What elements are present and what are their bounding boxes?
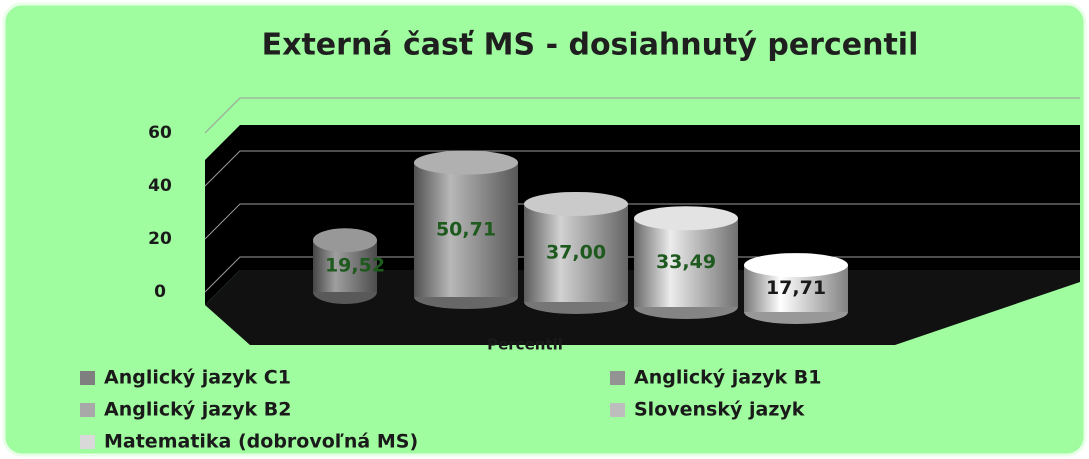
legend-label: Anglický jazyk B2 <box>104 399 292 421</box>
data-label: 37,00 <box>546 241 606 263</box>
data-label: 19,52 <box>325 255 385 277</box>
data-label: 50,71 <box>436 218 496 240</box>
bar-body <box>414 162 518 297</box>
data-label: 33,49 <box>656 251 716 273</box>
legend-label: Slovenský jazyk <box>634 399 805 421</box>
bar-body <box>634 218 738 307</box>
grid-line <box>204 203 1080 240</box>
y-tick-label: 60 <box>148 123 172 143</box>
bar-top <box>744 253 848 278</box>
data-label: 17,71 <box>766 277 826 299</box>
y-tick-label: 0 <box>154 282 166 302</box>
legend-label: Anglický jazyk C1 <box>104 367 291 389</box>
legend-swatch <box>610 371 625 385</box>
bar-body <box>524 203 628 302</box>
grid-line <box>204 97 1080 134</box>
bar <box>524 191 628 314</box>
bar-top <box>634 206 738 231</box>
bar <box>634 206 738 319</box>
legend-swatch <box>80 435 95 449</box>
bar <box>414 150 518 309</box>
y-tick-label: 40 <box>148 176 172 196</box>
legend-swatch <box>80 403 95 417</box>
legend-swatch <box>610 403 625 417</box>
chart-title: Externá časť MS - dosiahnutý percentil <box>262 28 919 63</box>
bar <box>313 228 377 304</box>
legend-swatch <box>80 371 95 385</box>
bar <box>744 253 848 324</box>
y-tick-label: 20 <box>148 229 172 249</box>
legend-label: Matematika (dobrovoľná MS) <box>104 431 418 453</box>
bar-top <box>524 191 628 216</box>
legend-label: Anglický jazyk B1 <box>634 367 822 389</box>
bar-top <box>313 228 377 253</box>
bar-top <box>414 150 518 175</box>
x-axis-label: Percentil <box>487 336 563 354</box>
side-wall <box>205 125 240 305</box>
grid-line <box>204 150 1080 187</box>
